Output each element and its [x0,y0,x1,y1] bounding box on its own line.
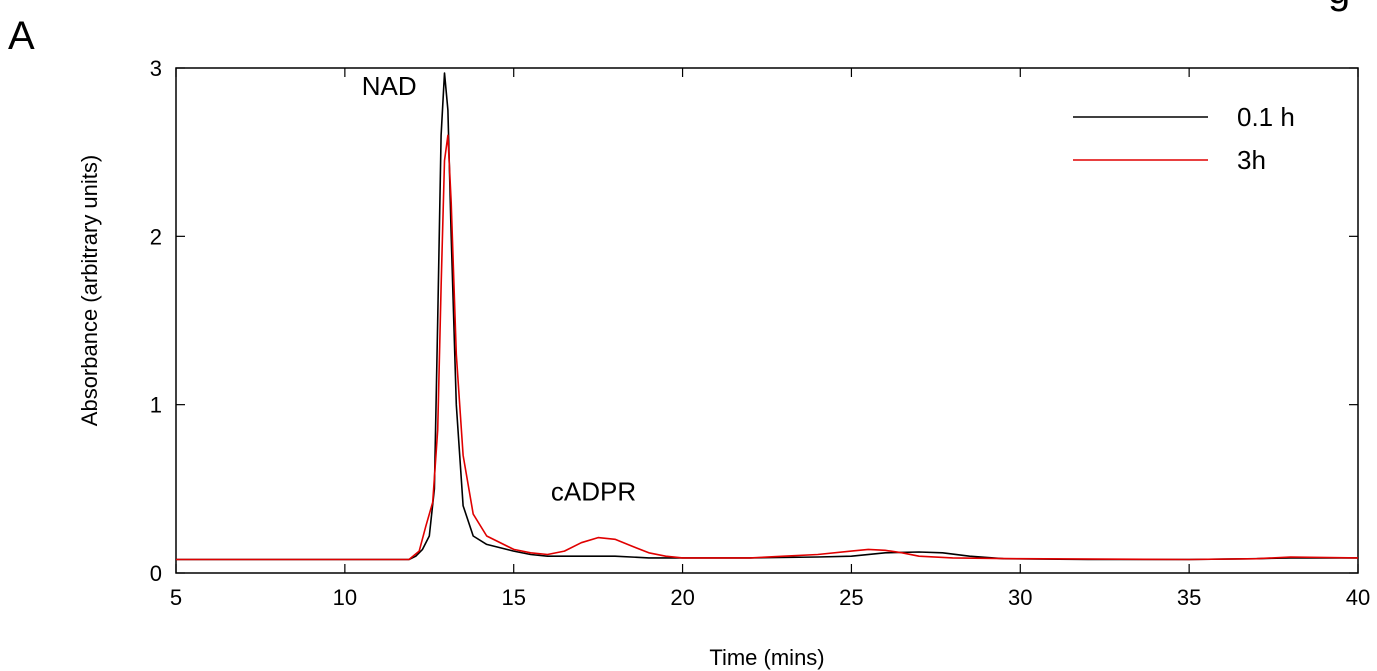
y-tick-label: 3 [150,56,162,81]
y-tick-label: 1 [150,393,162,418]
legend-label: 3h [1237,145,1266,175]
x-axis-title: Time (mins) [709,645,824,670]
series-lines [176,72,1359,561]
legend: 0.1 h 3h [1073,102,1295,175]
annotation-label: NAD [362,71,417,101]
x-tick-label: 20 [670,585,694,610]
x-tick-label: 15 [501,585,525,610]
y-tick-label: 0 [150,561,162,586]
y-axis-title: Absorbance (arbitrary units) [77,155,102,426]
plot-frame [175,67,1359,574]
series-line-1 [176,134,1359,561]
panel-label: A [8,14,35,58]
x-tick-label: 30 [1008,585,1032,610]
x-tick-label: 40 [1346,585,1370,610]
panel-label-fragment: g [1328,0,1350,10]
axis-ticks [175,67,1359,574]
axis-tick-labels: 5 10 15 20 25 30 35 40 0 1 2 3 [150,56,1370,610]
x-tick-label: 5 [170,585,182,610]
annotation-label: cADPR [551,477,636,507]
peak-annotations: NAD cADPR [362,71,636,507]
x-tick-label: 10 [333,585,357,610]
x-tick-label: 25 [839,585,863,610]
legend-label: 0.1 h [1237,102,1295,132]
x-tick-label: 35 [1177,585,1201,610]
y-tick-label: 2 [150,224,162,249]
series-line-0 [176,72,1358,561]
